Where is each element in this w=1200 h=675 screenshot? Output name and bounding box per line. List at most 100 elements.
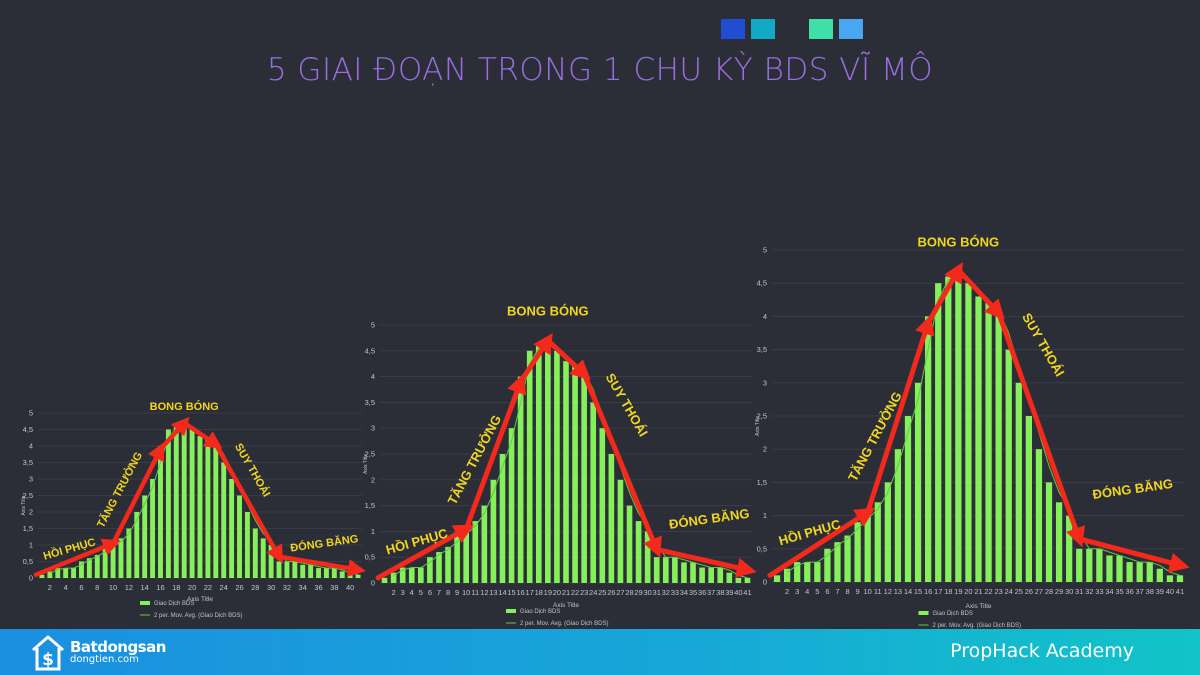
x-tick-label: 10 <box>109 583 117 592</box>
bar <box>454 536 460 583</box>
bar <box>517 376 524 583</box>
bar <box>904 416 912 582</box>
bar <box>339 571 345 578</box>
bar <box>854 522 861 582</box>
x-tick-label: 41 <box>1176 587 1184 596</box>
y-tick-label: 2,5 <box>757 412 767 421</box>
bar <box>681 562 687 583</box>
footer-bar <box>0 629 1200 675</box>
bar <box>331 568 337 578</box>
bar <box>783 568 791 582</box>
bar <box>975 296 982 582</box>
bar <box>260 538 266 578</box>
bar <box>490 479 497 583</box>
x-tick-label: 32 <box>662 588 670 597</box>
bar <box>237 495 242 578</box>
bar <box>572 366 578 583</box>
y-axis-title: Axis Title <box>755 416 761 436</box>
legend-swatch-bars <box>918 611 929 615</box>
bar <box>427 557 433 583</box>
y-tick-label: 1 <box>371 527 375 536</box>
x-tick-label: 13 <box>489 588 497 597</box>
phase-label-recession: SUY THOÁI <box>232 441 273 499</box>
bar <box>189 429 195 578</box>
y-tick-label: 3,5 <box>365 398 375 407</box>
bar <box>535 345 542 583</box>
y-tick-label: 4 <box>29 442 33 451</box>
x-tick-label: 30 <box>1065 587 1073 596</box>
bar <box>1076 548 1083 582</box>
legend-label-avg: 2 per. Mov. Avg. (Giao Dịch BDS) <box>933 623 1021 629</box>
y-tick-label: 0,5 <box>365 553 375 562</box>
x-tick-label: 18 <box>535 588 543 597</box>
bar <box>526 350 533 583</box>
bar <box>814 562 821 582</box>
x-tick-label: 13 <box>894 587 902 596</box>
phase-arrow <box>276 554 366 577</box>
x-tick-label: 3 <box>795 587 799 596</box>
x-axis-title: Axis Title <box>187 596 213 603</box>
brand-logo: $ Batdongsan dongtien.com <box>30 630 166 674</box>
x-tick-label: 24 <box>1005 587 1013 596</box>
legend-swatch-bars <box>140 601 150 605</box>
y-tick-label: 5 <box>763 246 767 255</box>
x-tick-label: 26 <box>607 588 615 597</box>
y-axis-title: Axis Title <box>363 454 369 474</box>
x-tick-label: 12 <box>884 587 892 596</box>
bar <box>221 462 227 578</box>
bar <box>672 557 678 583</box>
bar <box>690 562 696 583</box>
bar <box>726 572 733 583</box>
y-tick-label: 1,5 <box>757 478 767 487</box>
phase-label-recession: SUY THOÁI <box>603 371 651 440</box>
bar <box>126 528 132 578</box>
bar <box>47 571 53 578</box>
x-tick-label: 38 <box>716 588 724 597</box>
x-tick-label: 34 <box>680 588 688 597</box>
bar <box>608 454 615 583</box>
x-tick-label: 39 <box>725 588 733 597</box>
x-tick-label: 29 <box>1055 587 1063 596</box>
bar <box>173 426 179 578</box>
bar <box>935 283 942 582</box>
y-tick-label: 0 <box>763 578 767 587</box>
x-tick-label: 24 <box>220 583 228 592</box>
x-tick-label: 36 <box>1125 587 1133 596</box>
x-tick-label: 25 <box>598 588 606 597</box>
bar <box>644 531 651 583</box>
x-tick-label: 15 <box>507 588 515 597</box>
x-tick-label: 37 <box>707 588 715 597</box>
x-tick-label: 21 <box>974 587 982 596</box>
brand-domain: dongtien.com <box>70 653 139 665</box>
bar <box>864 515 871 582</box>
bar <box>463 531 470 583</box>
phase-arrow <box>1076 536 1190 573</box>
x-tick-label: 27 <box>616 588 624 597</box>
bar <box>472 521 479 583</box>
y-tick-label: 0 <box>371 579 375 588</box>
x-tick-label: 33 <box>671 588 679 597</box>
house-dollar-icon: $ <box>32 635 64 671</box>
x-tick-label: 40 <box>1166 587 1174 596</box>
bar <box>86 558 92 578</box>
bar <box>581 376 587 583</box>
bar <box>744 577 751 583</box>
x-tick-label: 12 <box>480 588 488 597</box>
legend-label-bars: Giao Dịch BDS <box>933 611 973 617</box>
bar <box>71 568 77 578</box>
y-tick-label: 4,5 <box>365 346 375 355</box>
bar <box>79 561 84 578</box>
y-tick-label: 2 <box>29 508 33 517</box>
x-tick-label: 5 <box>815 587 819 596</box>
bar <box>197 436 203 578</box>
decor-square-4 <box>839 19 863 39</box>
x-tick-label: 35 <box>689 588 697 597</box>
bar <box>1005 349 1012 582</box>
x-tick-label: 9 <box>856 587 860 596</box>
x-tick-label: 14 <box>141 583 149 592</box>
bar <box>118 538 124 578</box>
bar <box>213 446 219 578</box>
y-tick-label: 2,5 <box>23 491 33 500</box>
x-tick-label: 16 <box>156 583 164 592</box>
x-tick-label: 6 <box>428 588 432 597</box>
